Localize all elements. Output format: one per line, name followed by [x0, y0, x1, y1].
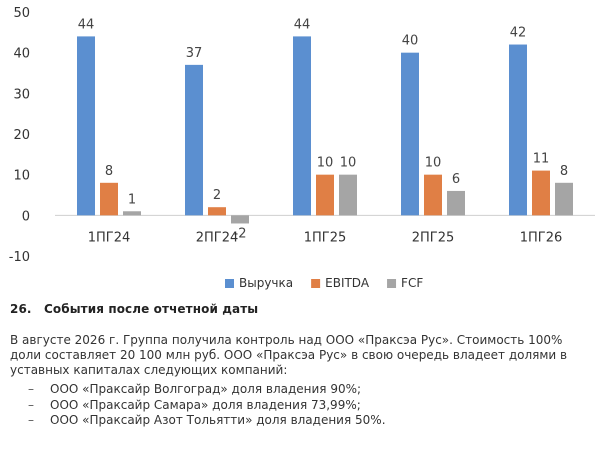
bar — [208, 207, 226, 216]
list-dash: – — [28, 413, 34, 427]
bar — [231, 215, 249, 224]
bar — [77, 36, 95, 216]
section-number: 26. — [10, 302, 32, 316]
data-label: 40 — [402, 34, 419, 49]
data-label: 6 — [452, 172, 460, 187]
bar — [401, 52, 419, 216]
list-item-text: ООО «Праксайр Самара» доля владения 73,9… — [50, 397, 361, 412]
data-label: 10 — [340, 156, 357, 171]
data-label: 37 — [186, 46, 203, 61]
legend-swatch — [311, 279, 321, 288]
y-tick-label: 10 — [13, 169, 30, 184]
list-item: – ООО «Праксайр Самара» доля владения 73,… — [28, 398, 386, 414]
data-label: 44 — [78, 17, 95, 32]
data-label: 10 — [317, 156, 334, 171]
bar — [532, 170, 550, 216]
y-tick-label: 50 — [13, 6, 30, 21]
list-item-text: ООО «Праксайр Азот Тольятти» доля владен… — [50, 413, 386, 427]
legend-label: Выручка — [239, 276, 293, 290]
list-item-text: ООО «Праксайр Волгоград» доля владения 9… — [50, 382, 362, 396]
bar — [339, 174, 357, 216]
legend: Выручка EBITDA FCF — [225, 276, 423, 290]
legend-swatch — [387, 279, 397, 288]
data-label: 42 — [510, 26, 527, 41]
bar — [185, 64, 203, 216]
bars — [77, 36, 573, 224]
category-labels: 1ПГ24 2ПГ24 1ПГ25 2ПГ25 1ПГ26 — [88, 230, 563, 245]
bar — [555, 182, 573, 216]
y-tick-label: 0 — [22, 209, 30, 224]
data-label: 2 — [213, 188, 221, 203]
category-label: 1ПГ26 — [520, 230, 563, 245]
list-dash: – — [28, 382, 34, 396]
legend-swatch — [225, 279, 234, 288]
legend-label: FCF — [401, 276, 423, 290]
bar — [424, 174, 442, 216]
section-heading: 26. События после отчетной даты — [10, 302, 258, 316]
list-dash: – — [28, 397, 34, 412]
data-label: 8 — [105, 164, 113, 179]
data-label: -2 — [234, 226, 247, 241]
data-label: 1 — [128, 192, 136, 207]
section-title: События после отчетной даты — [44, 302, 259, 316]
data-label: 11 — [533, 152, 550, 167]
y-axis-labels: -10 0 10 20 30 40 50 — [9, 6, 30, 265]
category-label: 1ПГ24 — [88, 230, 131, 245]
bar — [123, 211, 141, 216]
y-tick-label: -10 — [9, 250, 30, 265]
y-tick-label: 20 — [13, 128, 30, 143]
list-item: – ООО «Праксайр Волгоград» доля владения … — [28, 382, 386, 398]
category-label: 2ПГ25 — [412, 230, 455, 245]
bar — [316, 174, 334, 216]
bar — [447, 190, 465, 216]
category-label: 1ПГ25 — [304, 230, 347, 245]
list-item: – ООО «Праксайр Азот Тольятти» доля владе… — [28, 413, 386, 429]
data-label: 8 — [560, 164, 568, 179]
y-tick-label: 30 — [13, 87, 30, 102]
y-tick-label: 40 — [13, 47, 30, 62]
bar — [509, 44, 527, 216]
legend-label: EBITDA — [325, 276, 370, 290]
data-label: 44 — [294, 17, 311, 32]
subsidiaries-list: – ООО «Праксайр Волгоград» доля владения … — [28, 382, 386, 429]
paragraph-text: В августе 2026 г. Группа получила контро… — [10, 333, 568, 377]
data-label: 10 — [425, 156, 442, 171]
event-paragraph: В августе 2026 г. Группа получила контро… — [10, 333, 595, 378]
bar — [100, 182, 118, 216]
category-label: 2ПГ24 — [196, 230, 239, 245]
bar — [293, 36, 311, 216]
